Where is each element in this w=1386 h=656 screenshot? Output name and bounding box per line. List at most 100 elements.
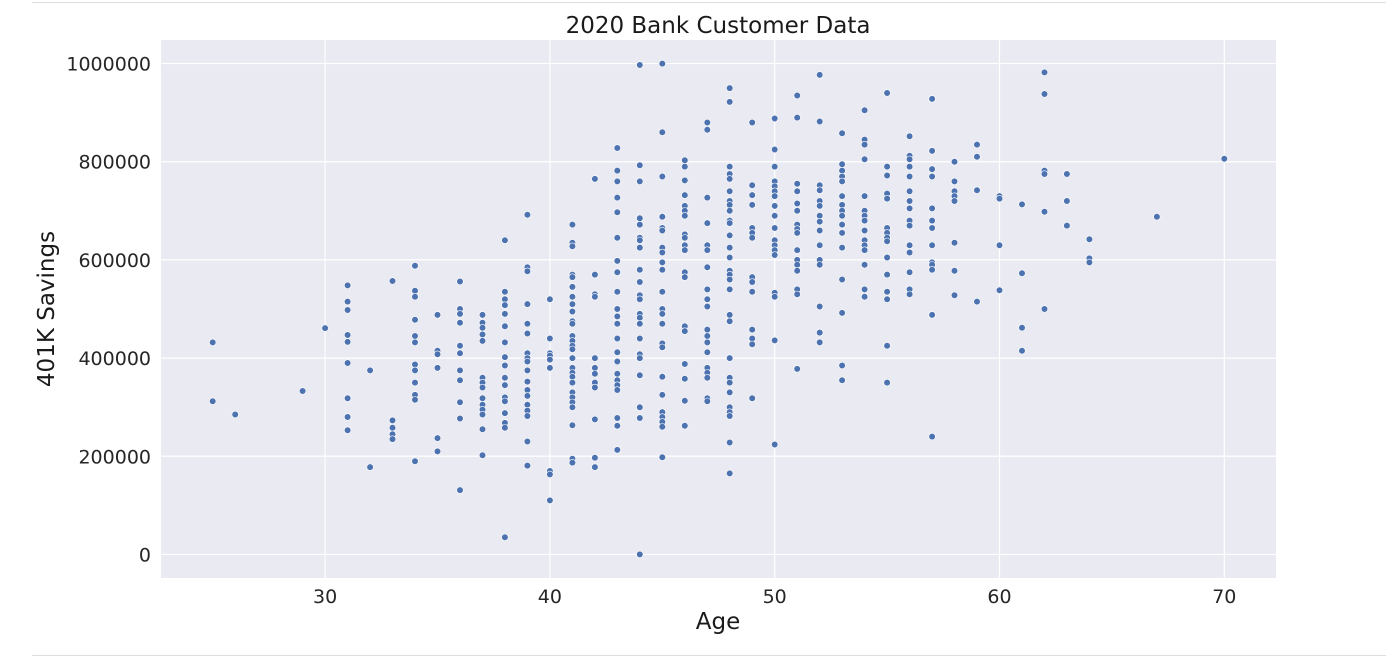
data-point — [433, 311, 442, 319]
data-point — [388, 416, 397, 425]
data-point — [860, 246, 869, 254]
data-point — [568, 300, 577, 308]
data-point — [344, 394, 352, 402]
chart-title: 2020 Bank Customer Data — [566, 13, 871, 39]
data-point — [568, 320, 577, 328]
data-point — [950, 158, 959, 166]
data-point — [838, 361, 846, 370]
data-point — [388, 277, 397, 285]
data-point — [433, 364, 442, 372]
data-point — [411, 396, 419, 404]
data-point — [546, 334, 554, 343]
data-point — [905, 222, 914, 230]
plot-area — [161, 40, 1276, 578]
data-point — [613, 446, 621, 454]
x-tick-label: 40 — [538, 586, 562, 608]
data-point — [703, 302, 711, 311]
data-point — [726, 84, 734, 92]
data-point — [433, 434, 442, 442]
data-point — [658, 213, 666, 221]
data-point — [816, 338, 824, 347]
data-point — [703, 118, 711, 127]
data-point — [388, 424, 397, 432]
data-point — [344, 331, 352, 339]
data-point — [523, 320, 532, 328]
data-point — [726, 163, 734, 171]
data-point — [591, 175, 599, 183]
data-point — [411, 366, 419, 375]
data-point — [950, 197, 959, 205]
data-point — [883, 288, 891, 296]
data-point — [703, 295, 711, 303]
data-point — [456, 310, 464, 318]
data-point — [501, 236, 509, 244]
data-point — [613, 194, 621, 202]
data-point — [523, 462, 532, 470]
x-tick-label: 60 — [987, 586, 1011, 608]
data-point — [703, 338, 711, 347]
data-point — [883, 342, 891, 350]
data-point — [838, 376, 846, 384]
data-point — [748, 234, 756, 242]
data-point — [613, 348, 621, 356]
data-point — [816, 186, 824, 194]
y-tick-label: 0 — [139, 544, 151, 566]
data-point — [681, 212, 689, 220]
data-point — [613, 305, 621, 313]
data-point — [636, 278, 644, 286]
data-point — [860, 155, 869, 163]
data-point — [771, 224, 779, 232]
data-point — [793, 207, 801, 215]
data-point — [726, 253, 734, 262]
data-point — [771, 114, 779, 123]
data-point — [928, 241, 936, 249]
data-point — [456, 277, 464, 286]
data-point — [703, 285, 711, 294]
data-point — [748, 191, 756, 199]
data-point — [568, 293, 577, 301]
data-point — [344, 359, 352, 367]
data-point — [771, 202, 779, 210]
data-point — [591, 354, 599, 362]
x-axis-label: Age — [696, 609, 740, 635]
data-point — [703, 263, 711, 271]
data-point — [928, 311, 936, 319]
data-point — [411, 457, 419, 465]
data-point — [905, 268, 914, 276]
data-point — [591, 454, 599, 462]
data-point — [658, 391, 666, 399]
data-point — [748, 394, 756, 402]
data-point — [726, 412, 734, 420]
data-point — [366, 463, 374, 471]
x-tick-labels: 30 40 50 60 70 — [313, 586, 1236, 608]
data-point — [433, 350, 442, 358]
data-point — [591, 293, 599, 301]
data-point — [658, 288, 666, 296]
data-point — [388, 435, 397, 443]
data-point — [321, 324, 329, 332]
data-point — [703, 374, 711, 382]
x-tick-label: 50 — [763, 586, 787, 608]
data-point — [703, 194, 711, 202]
data-point — [411, 338, 419, 347]
data-point — [816, 241, 824, 249]
data-point — [636, 354, 644, 362]
data-point — [568, 307, 577, 316]
data-point — [726, 285, 734, 294]
data-point — [1063, 170, 1071, 178]
data-point — [478, 383, 487, 392]
data-point — [613, 320, 621, 328]
data-point — [478, 410, 487, 419]
data-point — [613, 334, 621, 343]
data-point — [478, 425, 487, 433]
data-point — [905, 187, 914, 195]
data-point — [568, 283, 577, 291]
data-point — [299, 387, 307, 395]
data-point — [1040, 208, 1049, 216]
data-point — [613, 288, 621, 296]
data-point — [838, 160, 846, 168]
top-divider — [32, 2, 1386, 3]
data-point — [816, 302, 824, 311]
data-point — [771, 163, 779, 171]
data-point — [816, 117, 824, 126]
